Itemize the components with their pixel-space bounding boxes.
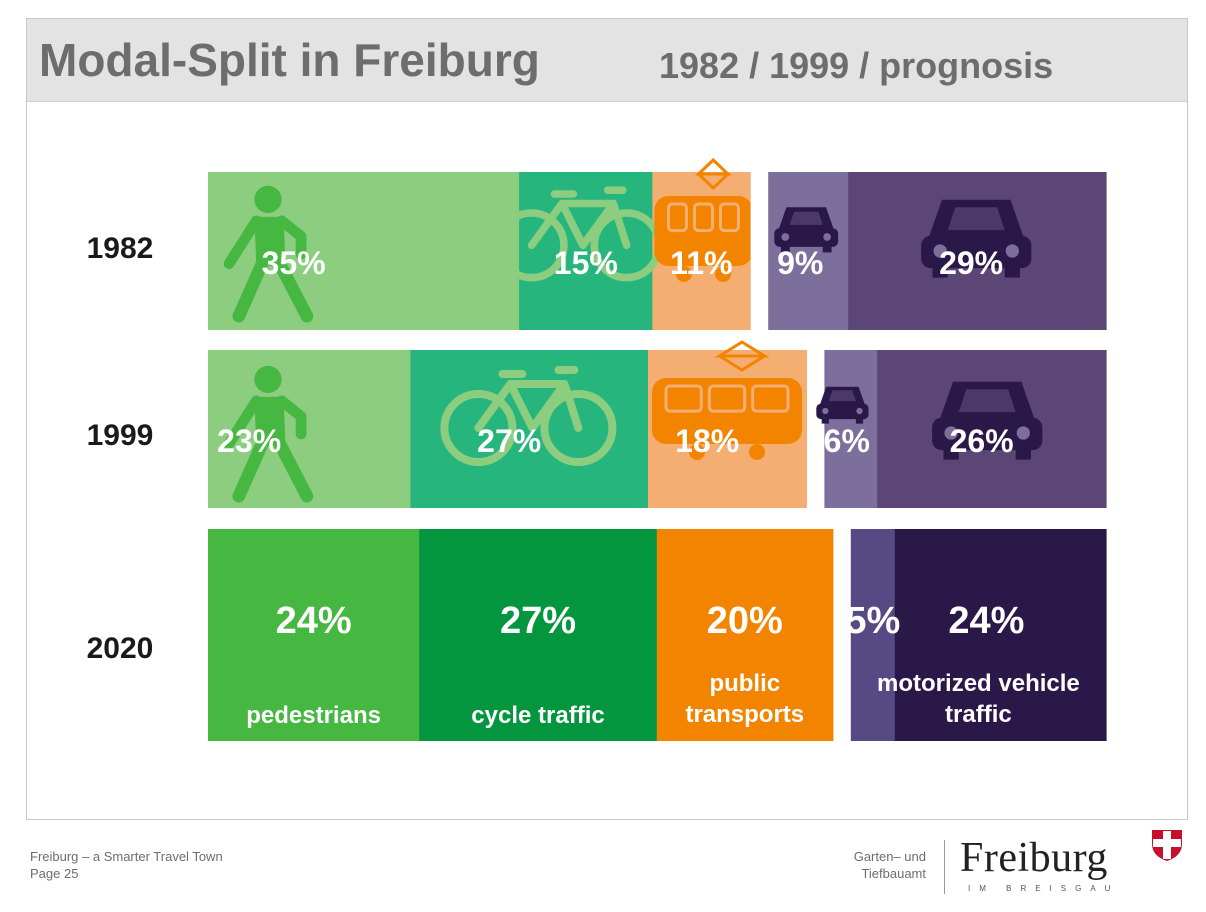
chart-title: Modal-Split in Freiburg xyxy=(39,34,540,86)
bar-2020-seg-2 xyxy=(419,529,658,741)
walker-icon xyxy=(223,365,314,503)
category-label-2-line-1: cycle traffic xyxy=(471,702,604,729)
footer-left: Freiburg – a Smarter Travel Town Page 25 xyxy=(30,848,223,882)
car-icon xyxy=(921,199,1032,278)
data-label-1982-5: 29% xyxy=(939,245,1003,281)
category-label-3-line-1: public xyxy=(709,670,780,697)
bar-2020-seg-1 xyxy=(208,529,420,741)
bar-1982-seg-2 xyxy=(519,172,653,330)
data-label-1999-4: 6% xyxy=(824,423,870,459)
data-label-1982-2: 15% xyxy=(554,245,618,281)
freiburg-crest-icon xyxy=(1152,830,1182,861)
footer-dept-line-1: Garten– und xyxy=(853,849,926,864)
bar-1982-seg-1 xyxy=(208,172,520,330)
bar-2020-seg-5 xyxy=(894,529,1107,741)
data-label-1982-4: 9% xyxy=(777,245,823,281)
footer-line-1: Freiburg – a Smarter Travel Town xyxy=(30,849,223,864)
bar-1999-seg-4 xyxy=(824,350,878,508)
row-label-1982: 1982 xyxy=(87,232,154,265)
category-label-4-line-1: motorized vehicle xyxy=(877,670,1080,697)
data-label-1999-5: 26% xyxy=(950,423,1014,459)
bar-2020-seg-3 xyxy=(656,529,834,741)
category-label-4-line-2: traffic xyxy=(945,701,1012,728)
footer-page-number: Page 25 xyxy=(30,866,79,881)
car-icon xyxy=(816,386,869,424)
data-label-1999-1: 23% xyxy=(217,423,281,459)
freiburg-logo-wordmark: Freiburg xyxy=(960,835,1108,881)
data-label-1999-2: 27% xyxy=(477,423,541,459)
title-bar: Modal-Split in Freiburg 1982 / 1999 / pr… xyxy=(27,19,1187,102)
data-label-1982-1: 35% xyxy=(262,245,326,281)
data-label-2020-3: 20% xyxy=(707,600,783,642)
data-label-2020-4: 5% xyxy=(845,600,900,642)
row-label-1999: 1999 xyxy=(87,419,154,452)
bar-2020-seg-4 xyxy=(850,529,896,741)
data-label-2020-2: 27% xyxy=(500,600,576,642)
tram-icon xyxy=(654,157,751,282)
category-label-1-line-1: pedestrians xyxy=(246,702,381,729)
chart-subtitle: 1982 / 1999 / prognosis xyxy=(659,45,1054,86)
footer-department: Garten– und Tiefbauamt xyxy=(800,848,926,882)
bicycle-icon xyxy=(440,366,617,466)
category-label-3-line-2: transports xyxy=(685,701,804,728)
row-label-2020: 2020 xyxy=(87,632,154,665)
data-label-1982-3: 11% xyxy=(670,245,732,281)
data-label-2020-1: 24% xyxy=(276,600,352,642)
footer-divider xyxy=(944,840,945,894)
walker-icon xyxy=(223,185,314,323)
car-icon xyxy=(774,207,839,253)
footer-dept-line-2: Tiefbauamt xyxy=(861,866,926,881)
tram-icon xyxy=(652,340,802,460)
data-label-1999-3: 18% xyxy=(675,423,739,459)
freiburg-logo-subline: IM BREISGAU xyxy=(968,884,1120,893)
car-icon xyxy=(932,381,1043,460)
data-label-2020-5: 24% xyxy=(948,600,1024,642)
